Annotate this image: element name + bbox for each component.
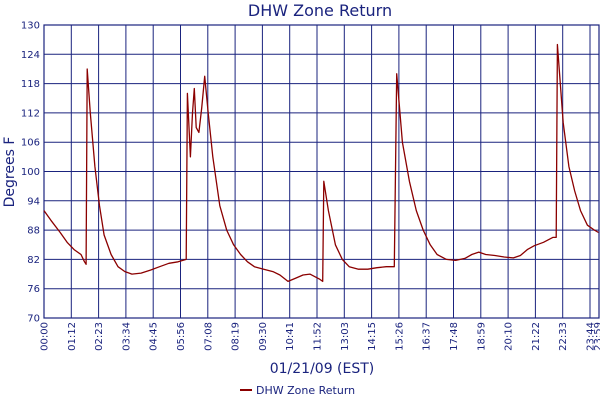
y-tick-label: 112 (21, 108, 40, 119)
x-axis-title: 01/21/09 (EST) (270, 361, 375, 377)
x-tick-label: 21:22 (531, 322, 542, 351)
x-tick-label: 05:56 (176, 322, 187, 351)
y-tick-label: 100 (21, 167, 40, 178)
chart-title: DHW Zone Return (248, 1, 392, 20)
x-tick-label: 00:00 (40, 322, 51, 351)
x-tick-label: 08:19 (231, 322, 242, 351)
x-tick-label: 20:10 (504, 322, 515, 351)
x-tick-label: 11:52 (313, 322, 324, 351)
x-tick-label: 15:26 (394, 322, 405, 351)
y-axis-title: Degrees F (2, 137, 18, 208)
y-tick-label: 88 (27, 226, 40, 237)
x-tick-label: 18:59 (476, 322, 487, 351)
y-tick-label: 82 (27, 255, 40, 266)
y-tick-label: 76 (27, 284, 40, 295)
x-tick-label: 01:12 (67, 322, 78, 351)
y-tick-label: 118 (21, 79, 40, 90)
x-tick-label: 14:15 (367, 322, 378, 351)
x-axis-ticks: 00:00 01:12 02:23 03:34 04:45 05:56 07:08 08:19… (40, 322, 600, 351)
x-tick-label: 13:03 (340, 322, 351, 351)
legend: DHW Zone Return (240, 384, 355, 397)
y-tick-label: 106 (21, 138, 40, 149)
x-tick-label: 04:45 (149, 322, 160, 351)
legend-label: DHW Zone Return (256, 384, 355, 397)
x-tick-label: 23:44 (586, 322, 597, 351)
x-tick-label: 09:30 (258, 322, 269, 351)
x-tick-label: 10:41 (285, 322, 296, 351)
x-tick-label: 23:59 (593, 322, 600, 351)
x-tick-label: 22:33 (558, 322, 569, 351)
x-tick-label: 17:48 (449, 322, 460, 351)
y-tick-label: 130 (21, 21, 40, 32)
series-line-dhw-zone-return (43, 43, 599, 283)
x-tick-label: 02:23 (94, 322, 105, 351)
plot-frame (43, 24, 600, 319)
x-tick-label: 03:34 (121, 322, 132, 351)
y-axis-ticks: 70 76 82 88 94 100 106 112 118 124 130 (21, 21, 40, 325)
x-tick-label: 07:08 (203, 322, 214, 351)
y-tick-label: 70 (27, 314, 40, 325)
x-tick-label: 16:37 (422, 322, 433, 351)
y-tick-label: 94 (27, 196, 40, 207)
grid (43, 24, 599, 319)
y-tick-label: 124 (21, 50, 40, 61)
